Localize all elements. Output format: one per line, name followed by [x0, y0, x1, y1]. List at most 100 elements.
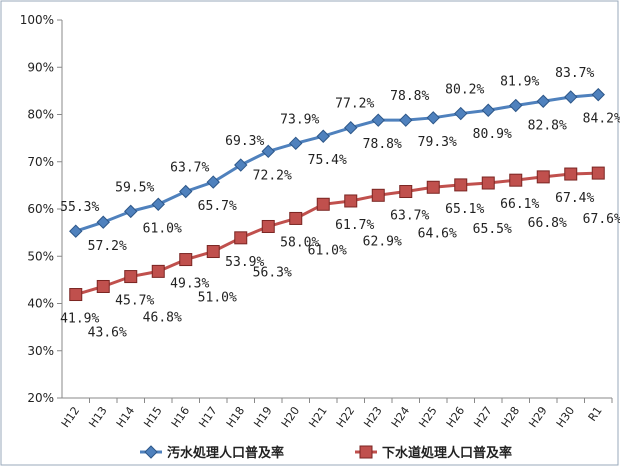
- data-label: 61.7%: [335, 218, 374, 233]
- x-tick-label: H14: [114, 404, 137, 430]
- point: [564, 90, 578, 104]
- point: [151, 197, 165, 211]
- data-label: 75.4%: [308, 153, 347, 168]
- point: [591, 87, 605, 102]
- data-label: 63.7%: [170, 161, 209, 176]
- x-tick-label: H19: [251, 404, 274, 430]
- data-label: 72.2%: [253, 168, 292, 183]
- data-label: 82.8%: [528, 118, 567, 133]
- x-tick-label: H13: [86, 404, 109, 430]
- data-label: 84.2%: [583, 112, 620, 127]
- point: [371, 113, 385, 127]
- data-label: 77.2%: [335, 97, 374, 112]
- y-tick-label: 40%: [27, 297, 54, 311]
- x-tick-label: H30: [554, 404, 577, 430]
- point: [234, 231, 248, 245]
- y-tick-label: 20%: [27, 391, 54, 405]
- x-tick-label: H20: [279, 404, 302, 430]
- x-tick-label: H15: [141, 404, 164, 430]
- data-label: 66.1%: [500, 197, 539, 212]
- point: [481, 176, 495, 190]
- point: [509, 98, 523, 113]
- data-label: 41.9%: [60, 312, 99, 327]
- data-label: 78.8%: [390, 89, 429, 104]
- point: [454, 178, 468, 192]
- data-label: 67.6%: [583, 212, 620, 227]
- y-tick-label: 70%: [27, 155, 54, 169]
- point: [316, 197, 330, 211]
- data-label: 73.9%: [280, 112, 319, 127]
- legend-marker: [359, 445, 373, 459]
- data-label: 80.2%: [445, 83, 484, 98]
- point: [344, 194, 358, 208]
- data-label: 69.3%: [225, 134, 264, 149]
- x-tick-label: H28: [499, 404, 522, 430]
- point: [289, 211, 303, 225]
- data-label: 45.7%: [115, 294, 154, 309]
- point: [96, 279, 110, 293]
- data-label: 43.6%: [88, 325, 127, 340]
- data-label: 53.9%: [225, 255, 264, 270]
- data-label: 64.6%: [418, 226, 457, 241]
- data-label: 62.9%: [363, 234, 402, 249]
- data-label: 56.3%: [253, 265, 292, 280]
- point: [179, 184, 193, 199]
- point: [481, 103, 495, 117]
- data-label: 80.9%: [473, 127, 512, 142]
- data-label: 67.4%: [555, 191, 594, 206]
- data-label: 65.1%: [445, 202, 484, 217]
- y-tick-label: 80%: [27, 108, 54, 122]
- point: [316, 129, 330, 143]
- point: [179, 253, 193, 267]
- point: [96, 215, 110, 229]
- point: [261, 219, 275, 233]
- point: [234, 158, 248, 172]
- point: [426, 111, 440, 125]
- data-label: 59.5%: [115, 180, 154, 195]
- point: [124, 270, 138, 284]
- point: [124, 204, 138, 219]
- x-tick-label: H22: [334, 404, 357, 430]
- x-tick-label: H17: [196, 404, 219, 430]
- data-label: 66.8%: [528, 216, 567, 231]
- y-tick-label: 50%: [27, 249, 54, 263]
- legend-label: 汚水処理人口普及率: [167, 445, 284, 461]
- point: [69, 288, 83, 302]
- point: [454, 106, 468, 121]
- point: [371, 188, 385, 202]
- point: [206, 245, 220, 259]
- x-tick-label: H23: [361, 404, 384, 430]
- data-label: 65.7%: [198, 199, 237, 214]
- x-tick-label: H18: [224, 404, 247, 430]
- point: [399, 113, 413, 127]
- point: [536, 94, 550, 108]
- data-label: 51.0%: [198, 291, 237, 306]
- x-tick-label: H21: [306, 404, 329, 430]
- data-label: 83.7%: [555, 66, 594, 81]
- x-tick-label: H27: [471, 404, 494, 430]
- y-tick-label: 30%: [27, 344, 54, 358]
- x-tick-label: H24: [389, 404, 412, 430]
- point: [289, 136, 303, 151]
- data-label: 79.3%: [418, 135, 457, 150]
- x-tick-label: H16: [169, 404, 192, 430]
- data-label: 61.0%: [143, 221, 182, 236]
- x-tick-label: H25: [416, 404, 439, 430]
- data-label: 49.3%: [170, 277, 209, 292]
- data-label: 78.8%: [363, 137, 402, 152]
- data-label: 61.0%: [308, 243, 347, 258]
- point: [564, 167, 578, 181]
- x-tick-label: H12: [59, 404, 82, 430]
- point: [206, 175, 220, 189]
- data-label: 55.3%: [60, 200, 99, 215]
- point: [536, 170, 550, 184]
- point: [151, 264, 165, 278]
- x-tick-label: R1: [586, 404, 605, 423]
- y-tick-label: 100%: [20, 13, 54, 27]
- point: [344, 121, 358, 135]
- point: [426, 180, 440, 194]
- data-label: 57.2%: [88, 239, 127, 254]
- data-label: 63.7%: [390, 209, 429, 224]
